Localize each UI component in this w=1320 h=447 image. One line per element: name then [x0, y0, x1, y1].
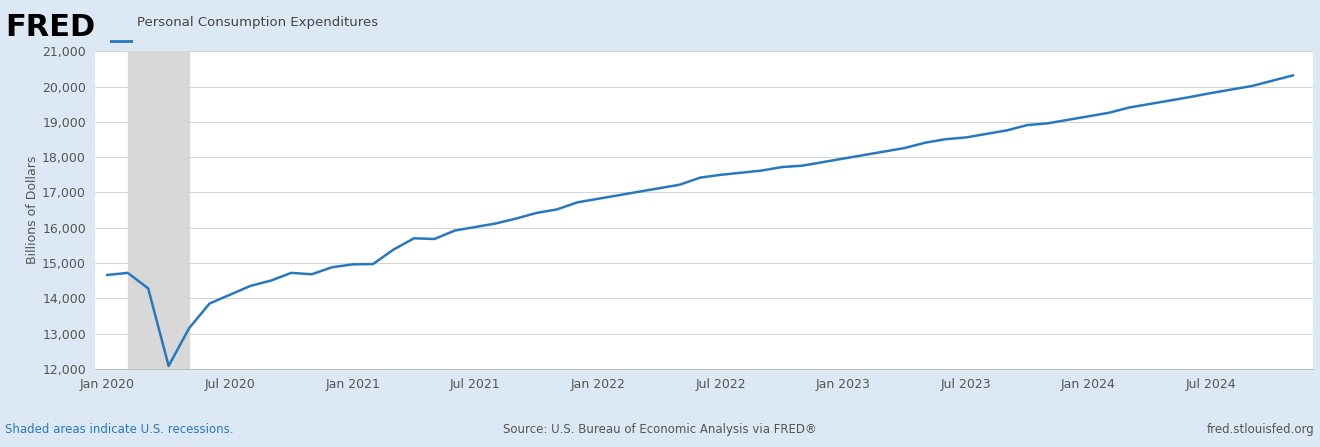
Bar — [128, 51, 189, 369]
Text: Personal Consumption Expenditures: Personal Consumption Expenditures — [137, 16, 379, 29]
Text: Shaded areas indicate U.S. recessions.: Shaded areas indicate U.S. recessions. — [5, 423, 234, 436]
Y-axis label: Billions of Dollars: Billions of Dollars — [26, 156, 40, 264]
Text: Source: U.S. Bureau of Economic Analysis via FRED®: Source: U.S. Bureau of Economic Analysis… — [503, 423, 817, 436]
Text: FRED: FRED — [5, 13, 95, 42]
Text: fred.stlouisfed.org: fred.stlouisfed.org — [1206, 423, 1315, 436]
